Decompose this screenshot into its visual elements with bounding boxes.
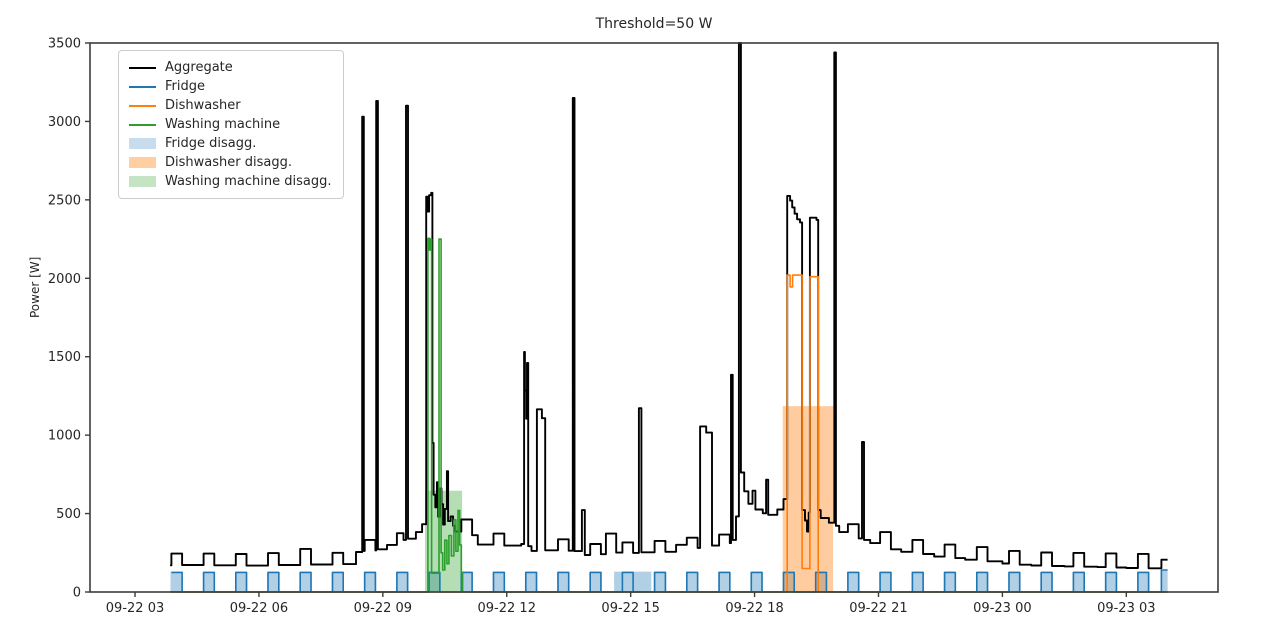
x-tick-label: 09-22 15 bbox=[601, 601, 659, 616]
chart-title: Threshold=50 W bbox=[595, 16, 713, 32]
legend-line-swatch bbox=[129, 123, 156, 126]
x-tick-label: 09-23 00 bbox=[973, 601, 1031, 616]
dishwasher-disagg-fill bbox=[782, 406, 834, 592]
y-tick-label: 3000 bbox=[48, 115, 81, 130]
x-tick-label: 09-22 03 bbox=[106, 601, 164, 616]
x-tick-label: 09-22 06 bbox=[230, 601, 288, 616]
plot-spines bbox=[89, 42, 1219, 593]
aggregate-line bbox=[170, 42, 1168, 570]
legend-line-swatch bbox=[129, 85, 156, 88]
y-tick-label: 2000 bbox=[48, 272, 81, 287]
legend-item: Washing machine disagg. bbox=[129, 172, 331, 191]
legend-label: Fridge bbox=[165, 79, 205, 94]
legend-label: Washing machine disagg. bbox=[165, 174, 332, 189]
y-tick-label: 3500 bbox=[48, 37, 81, 52]
fridge-disagg-fill bbox=[170, 570, 1168, 592]
y-tick-label: 500 bbox=[56, 507, 81, 522]
x-tick-label: 09-22 09 bbox=[354, 601, 412, 616]
legend-patch-swatch bbox=[129, 138, 156, 149]
x-tick-label: 09-22 18 bbox=[725, 601, 783, 616]
x-tick-label: 09-22 12 bbox=[478, 601, 536, 616]
legend-item: Dishwasher disagg. bbox=[129, 153, 331, 172]
legend-label: Aggregate bbox=[165, 60, 233, 75]
legend-item: Fridge bbox=[129, 77, 331, 96]
legend-item: Fridge disagg. bbox=[129, 134, 331, 153]
legend-item: Washing machine bbox=[129, 115, 331, 134]
legend-label: Washing machine bbox=[165, 117, 281, 132]
x-tick-label: 09-23 03 bbox=[1097, 601, 1155, 616]
legend-patch-swatch bbox=[129, 157, 156, 168]
dishwasher-line bbox=[170, 274, 1168, 593]
legend-patch-swatch bbox=[129, 176, 156, 187]
x-tick-label: 09-22 21 bbox=[849, 601, 907, 616]
washing-machine-line bbox=[170, 237, 1168, 593]
y-tick-label: 2500 bbox=[48, 193, 81, 208]
y-tick-label: 1000 bbox=[48, 429, 81, 444]
legend-label: Dishwasher disagg. bbox=[165, 155, 292, 170]
legend-line-swatch bbox=[129, 104, 156, 107]
legend-label: Fridge disagg. bbox=[165, 136, 257, 151]
y-tick-label: 0 bbox=[73, 586, 81, 601]
legend-line-swatch bbox=[129, 66, 156, 69]
legend-label: Dishwasher bbox=[165, 98, 241, 113]
legend-item: Dishwasher bbox=[129, 96, 331, 115]
legend-box: Aggregate Fridge Dishwasher Washing machine… bbox=[118, 50, 345, 199]
y-tick-label: 1500 bbox=[48, 350, 81, 365]
legend-item: Aggregate bbox=[129, 58, 331, 77]
